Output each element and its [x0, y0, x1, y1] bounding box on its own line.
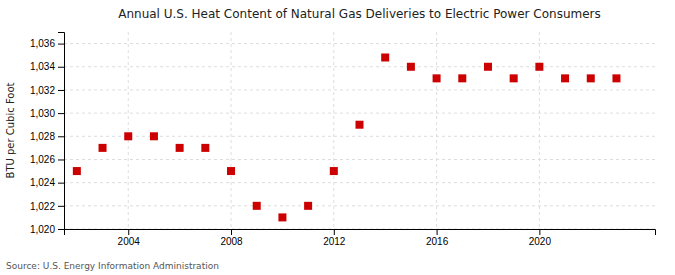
point	[458, 74, 466, 82]
tick-label: 2020	[529, 236, 552, 247]
point	[356, 121, 364, 129]
tick-label: 1,036	[30, 38, 55, 49]
tick: 1,030	[30, 108, 64, 119]
tick: 1,036	[30, 38, 64, 49]
tick-mark	[58, 206, 64, 207]
tick: 1,022	[30, 201, 64, 212]
tick: 1,028	[30, 131, 64, 142]
point	[227, 167, 235, 175]
grid-line	[539, 32, 540, 229]
tick: 1,026	[30, 154, 64, 165]
tick: 1,032	[30, 85, 64, 96]
point	[99, 144, 107, 152]
point	[407, 63, 415, 71]
y-axis-label: BTU per Cubic Foot	[5, 82, 16, 178]
tick-label: 1,034	[30, 61, 55, 72]
y-axis: 1,020 1,022 1,024 1,026 1,028 1,030 1,032 1,034…	[30, 33, 65, 235]
tick: 1,020	[30, 224, 64, 235]
tick: 1,024	[30, 177, 64, 188]
points	[73, 53, 621, 221]
tick-mark	[58, 229, 64, 230]
point	[304, 202, 312, 210]
grid-line	[64, 66, 655, 67]
point	[510, 74, 518, 82]
point	[176, 144, 184, 152]
tick-label: 1,028	[30, 131, 55, 142]
grid-line	[333, 32, 334, 229]
tick-mark	[128, 229, 129, 235]
tick-mark	[58, 90, 64, 91]
tick-label: 1,020	[30, 224, 55, 235]
grid-line	[64, 182, 655, 183]
tick-mark	[58, 183, 64, 184]
tick-label: 2008	[220, 236, 243, 247]
tick-label: 1,024	[30, 177, 55, 188]
tick-mark	[58, 44, 64, 45]
point	[561, 74, 569, 82]
point	[330, 167, 338, 175]
tick-mark	[58, 159, 64, 160]
tick: 2016	[426, 229, 449, 247]
grid-line	[64, 205, 655, 206]
point	[73, 167, 81, 175]
point	[278, 213, 286, 221]
point	[484, 63, 492, 71]
point	[253, 202, 261, 210]
tick-mark	[231, 229, 232, 235]
grid-line	[64, 43, 655, 44]
grid	[64, 32, 655, 229]
tick: 2004	[118, 229, 141, 247]
tick-mark	[334, 229, 335, 235]
tick-label: 1,022	[30, 201, 55, 212]
tick: 2012	[323, 229, 346, 247]
tick-label: 2004	[118, 236, 141, 247]
grid-line	[64, 159, 655, 160]
tick-label: 1,030	[30, 108, 55, 119]
x-axis: 2004 2008 2012 2016 2020	[65, 229, 656, 247]
tick-label: 1,032	[30, 85, 55, 96]
point	[612, 74, 620, 82]
point	[587, 74, 595, 82]
axis-line	[58, 33, 65, 230]
tick-label: 2012	[323, 236, 346, 247]
grid-line	[128, 32, 129, 229]
tick-label: 1,026	[30, 154, 55, 165]
point	[381, 53, 389, 61]
axis-line	[65, 230, 656, 236]
point	[124, 132, 132, 140]
tick-label: 2016	[426, 236, 449, 247]
tick-mark	[539, 229, 540, 235]
point	[433, 74, 441, 82]
tick-mark	[58, 136, 64, 137]
tick-mark	[437, 229, 438, 235]
grid-line	[64, 113, 655, 114]
tick: 2008	[220, 229, 243, 247]
grid-line	[231, 32, 232, 229]
point	[201, 144, 209, 152]
tick-mark	[58, 113, 64, 114]
grid-line	[64, 89, 655, 90]
point	[535, 63, 543, 71]
tick: 2020	[529, 229, 552, 247]
tick: 1,034	[30, 61, 64, 72]
title: Annual U.S. Heat Content of Natural Gas …	[118, 7, 601, 21]
point	[150, 132, 158, 140]
tick-mark	[58, 67, 64, 68]
grid-line	[436, 32, 437, 229]
annotation: Source: U.S. Energy Information Administ…	[6, 261, 219, 271]
plot: 2004 2008 2012 2016 2020 1,020 1,022 1,024 1,026…	[30, 32, 656, 247]
chart: 2004 2008 2012 2016 2020 1,020 1,022 1,024 1,026…	[0, 0, 675, 275]
